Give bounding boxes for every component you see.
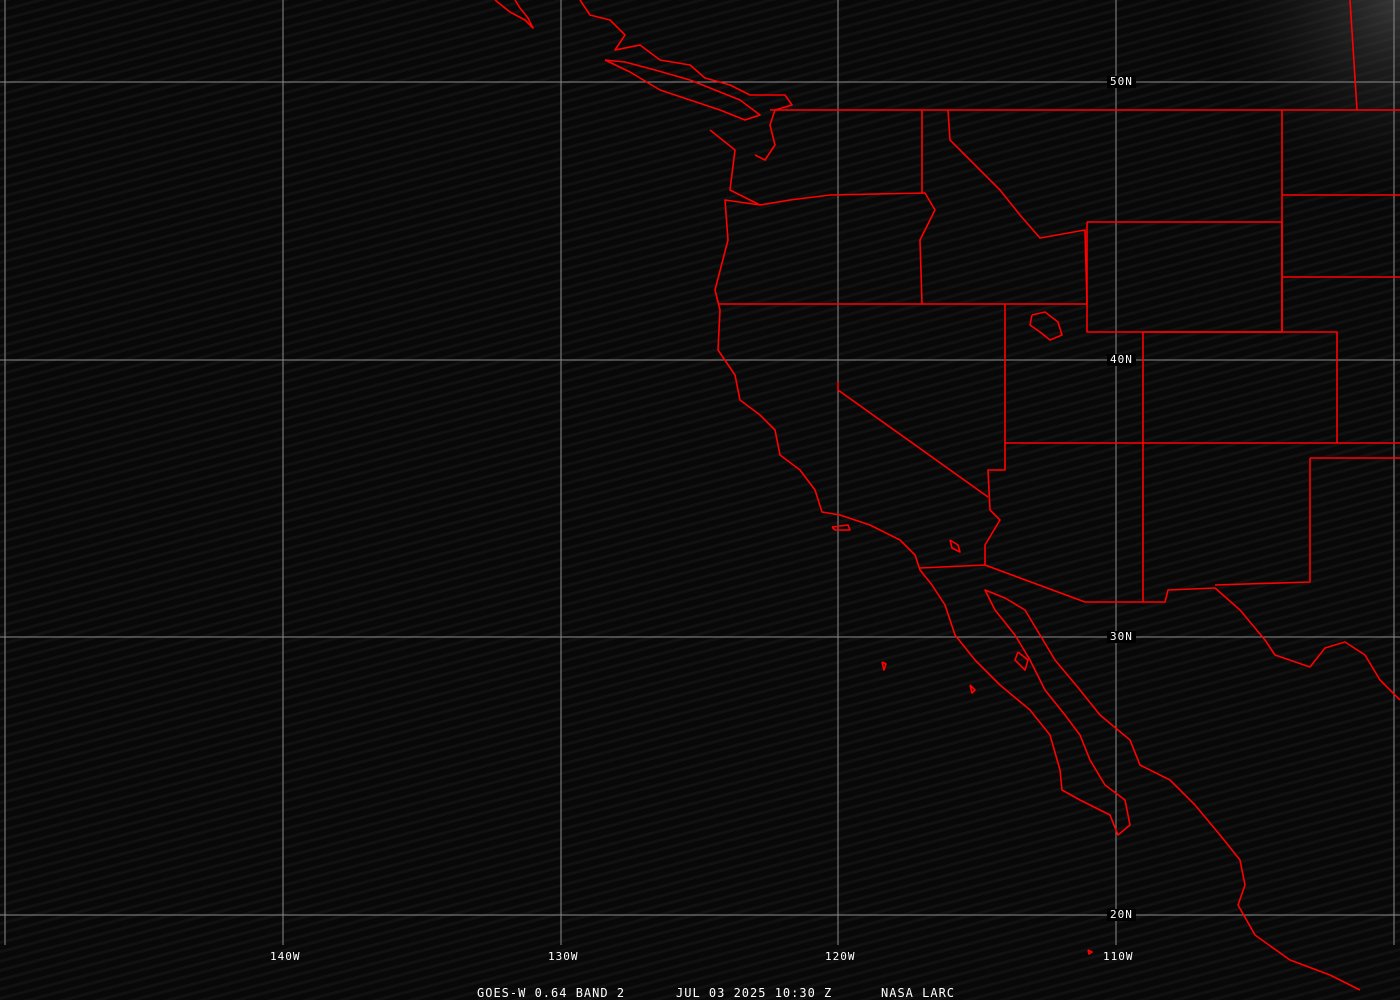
lat-label-30n: 30N [1107,631,1136,643]
caption-satellite: GOES-W 0.64 BAND 2 [477,986,626,1000]
coastline-bc-mainland [579,0,793,161]
lon-label-120w: 120W [825,950,856,963]
island-socorro [1087,949,1093,955]
island-guadalupe [881,661,887,671]
caption-source: NASA LARC [881,986,956,1000]
border-ca-nv-diagonal [837,382,989,498]
border-id-mt [947,109,1088,305]
great-salt-lake [1029,311,1063,341]
border-us-mexico [919,564,1400,701]
island-cedros [969,684,976,694]
border-ca-nv [984,304,1006,565]
lon-label-130w: 130W [548,950,579,963]
lon-label-110w: 110W [1103,950,1134,963]
lat-label-40n: 40N [1107,354,1136,366]
salton-sea [949,539,961,553]
caption-datetime: JUL 03 2025 10:30 Z [676,986,833,1000]
coastline-bc [494,0,534,29]
lat-label-50n: 50N [1107,76,1136,88]
lon-label-140w: 140W [270,950,301,963]
border-co [1143,331,1338,444]
border-wa-or [759,192,936,305]
coastline-vancouver-island [604,59,761,121]
island-tiburon [1014,651,1029,671]
boundaries [494,0,1400,991]
island-channel [831,524,851,531]
lat-label-20n: 20N [1107,909,1136,921]
lat-lon-grid [0,0,1400,945]
coastline-us-mexico [709,129,1361,991]
border-nm [1214,458,1311,586]
border-canada-east [1349,0,1358,111]
